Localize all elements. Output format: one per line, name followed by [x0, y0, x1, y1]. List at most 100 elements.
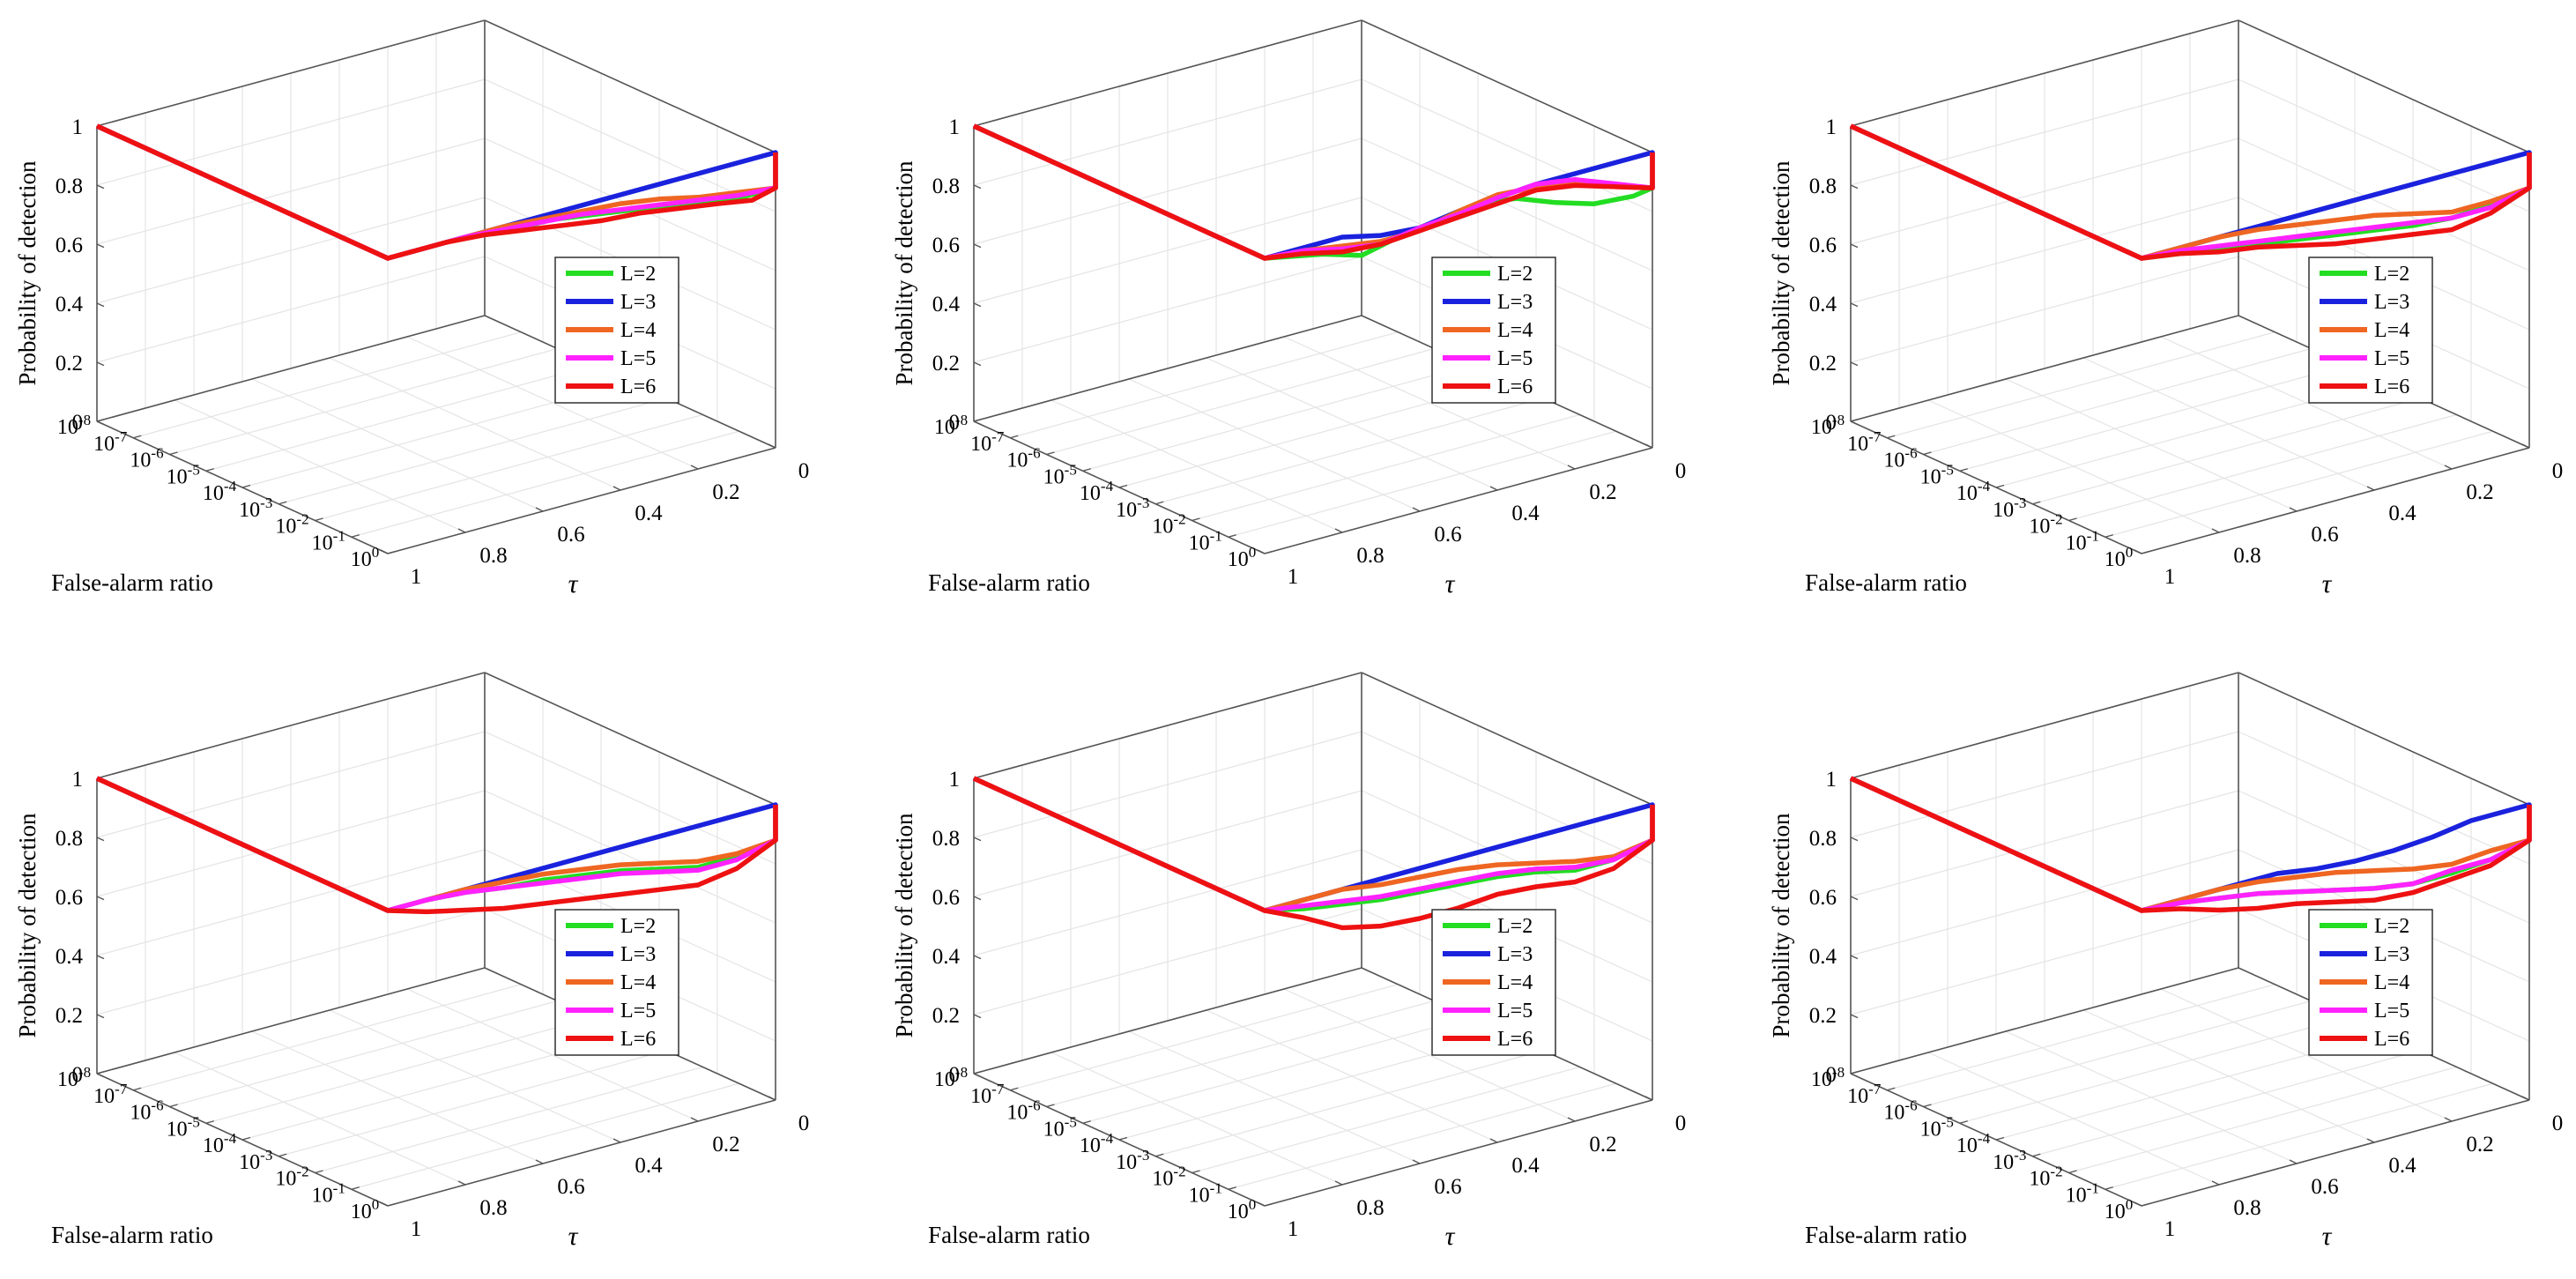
far-tick-label: 10-4 [203, 1130, 237, 1157]
series-line [1262, 837, 1655, 913]
tau-tick-label: 0.2 [2466, 1133, 2493, 1156]
wall-grid-line [2238, 731, 2530, 865]
floor-grid-line [2068, 1066, 2457, 1174]
z-tick-label: 0.2 [56, 352, 83, 376]
far-tick-label: 10-3 [1116, 494, 1149, 522]
tau-tick-label: 0.8 [479, 544, 507, 568]
tau-tick-label: 1 [411, 565, 422, 589]
series-line [1262, 837, 1655, 931]
z-tick [973, 1073, 982, 1078]
tau-tick-label: 0.4 [2388, 1154, 2416, 1178]
tau-tick-label: 0.4 [635, 502, 663, 525]
series-line [2139, 185, 2532, 261]
floor-grid-line [1082, 364, 1471, 472]
z-tick-label: 0.8 [1809, 827, 1837, 851]
z-tick [96, 1073, 105, 1078]
z-tick [973, 361, 982, 367]
floor-grid-line [406, 988, 699, 1122]
far-tick [1118, 1136, 1128, 1141]
tau-tick-label: 0.8 [1356, 544, 1384, 568]
far-tick [169, 451, 178, 456]
z-tick [96, 420, 105, 426]
far-tick [205, 1120, 214, 1124]
tau-tick-label: 0 [1675, 459, 1687, 483]
axis-line [96, 315, 486, 422]
series-edge-line [95, 776, 390, 913]
axis-line [2141, 1099, 2530, 1207]
floor-grid-line [1887, 984, 2275, 1091]
far-tick-label: 10-7 [970, 1081, 1005, 1108]
tau-tick-label: 1 [1288, 565, 1299, 589]
legend: L=2 L=3 L=4 L=5 L=6 [1431, 257, 1556, 404]
wall-grid-line [2238, 138, 2530, 271]
tau-tick [2366, 1138, 2375, 1143]
far-tick-label: 10-4 [1956, 478, 1991, 505]
far-tick-label: 100 [2105, 544, 2134, 571]
z-tick-label: 0.4 [932, 293, 961, 316]
tau-tick-label: 0.4 [1511, 502, 1540, 525]
wall-grid-line [1361, 138, 1653, 271]
tau-tick [690, 465, 699, 470]
floor-grid-line [1050, 1052, 1343, 1186]
far-tick [278, 1153, 287, 1157]
far-tick-label: 10-6 [130, 445, 163, 472]
far-tick-label: 10-7 [1847, 428, 1882, 456]
floor-grid-line [174, 1052, 466, 1186]
far-tick-label: 10-6 [130, 1097, 163, 1125]
tau-tick [457, 528, 466, 533]
axis-line [1850, 19, 2239, 127]
tau-tick [690, 1117, 699, 1122]
z-tick-label: 1 [949, 768, 961, 792]
floor-grid-line [1155, 398, 1544, 505]
far-tick [973, 418, 983, 422]
far-tick [351, 534, 360, 538]
series-line [1262, 837, 1655, 913]
far-tick-label: 10-3 [239, 494, 272, 522]
floor-grid-line [1082, 1016, 1471, 1124]
wall-grid-line [973, 908, 1362, 1015]
z-tick [1850, 361, 1859, 367]
far-tick [133, 435, 142, 439]
z-tick-label: 0.6 [1809, 234, 1837, 257]
axis-line [973, 672, 1362, 779]
z-tick [973, 955, 982, 960]
floor-grid-line [205, 364, 594, 472]
floor-grid-line [1283, 988, 1576, 1122]
legend-label: L=5 [620, 347, 656, 370]
z-tick-label: 0 [1826, 411, 1837, 435]
far-tick [1995, 1136, 2005, 1141]
floor-grid-line [1927, 1052, 2220, 1186]
z-tick-label: 0.8 [932, 827, 960, 851]
wall-grid-line [1850, 908, 2239, 1015]
far-tick [278, 501, 287, 505]
far-tick-label: 100 [351, 544, 380, 571]
wall-grid-line [973, 197, 1362, 304]
floor-grid-line [1010, 331, 1399, 439]
far-tick-label: 10-5 [167, 1113, 200, 1141]
legend-label: L=4 [620, 971, 656, 994]
z-tick [96, 243, 105, 249]
z-tick [1850, 1014, 1859, 1019]
far-tick [1155, 501, 1164, 505]
tau-tick [2211, 1180, 2220, 1186]
tau-tick-label: 0 [798, 1112, 810, 1135]
z-tick [96, 837, 105, 842]
tau-tick [1334, 1180, 1343, 1186]
z-tick [1850, 243, 1859, 249]
z-tick [1850, 896, 1859, 901]
tau-tick [2134, 549, 2142, 554]
far-tick [315, 517, 323, 522]
floor-grid-line [2105, 430, 2493, 538]
legend-label: L=6 [2374, 376, 2409, 398]
far-tick [1995, 484, 2005, 488]
tau-tick [1489, 1138, 1498, 1143]
tau-tick-label: 0.6 [2311, 523, 2338, 547]
tau-tick-label: 1 [2164, 1217, 2176, 1241]
z-axis-label: Probability of detection [14, 160, 41, 385]
series-edge-line [95, 123, 390, 261]
far-tick-label: 10-1 [1189, 527, 1222, 554]
wall-grid-line [96, 908, 486, 1015]
floor-grid-line [1206, 357, 1498, 491]
wall-grid-line [484, 78, 776, 212]
